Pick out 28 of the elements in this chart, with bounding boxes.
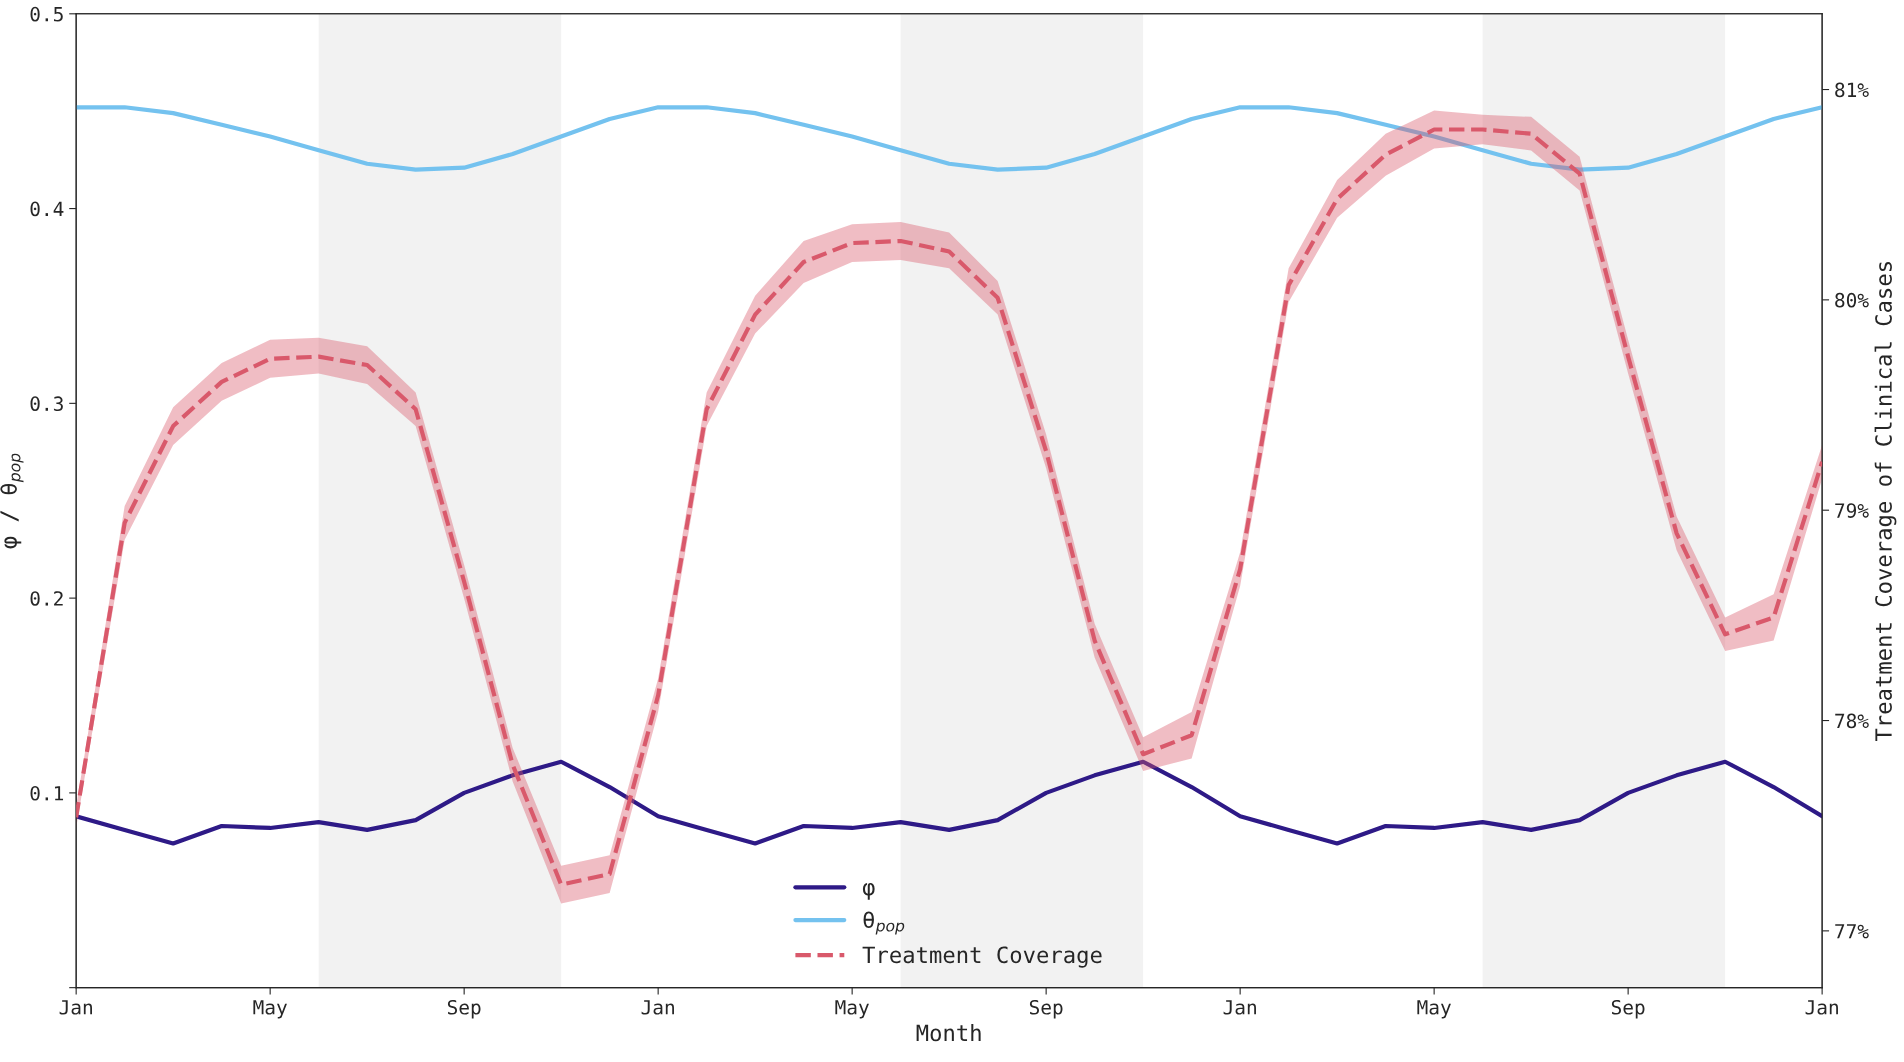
x-axis-title: Month [916,1024,981,1042]
x-tick-label: Sep [1611,999,1645,1019]
y2-tick-label: 80% [1835,292,1869,308]
line-series [76,105,1823,172]
y-tick-label: 0.2 [30,591,63,606]
legend-label: φ [862,882,875,900]
line-series [76,759,1823,846]
legend-label: θ$_{pop}$ [863,911,905,935]
x-tick-label: May [253,1000,287,1019]
x-tick-label: Sep [447,999,481,1019]
x-tick-label: May [835,1000,869,1019]
x-tick-label: May [1417,1000,1451,1019]
x-tick-label: Jan [1223,1000,1256,1015]
y2-tick-label: 77% [1835,924,1869,939]
y2-tick-label: 78% [1835,713,1869,729]
y2-tick-label: 81% [1835,82,1869,98]
x-tick-label: Jan [1805,1000,1838,1015]
x-tick-label: Jan [59,1000,92,1015]
y-axis-title: φ / θ$_{pop}$ [0,453,24,549]
y-tick-label: 0.5 [30,6,63,22]
y2-axis-title: Treatment Coverage of Clinical Cases [1874,262,1897,742]
y2-tick-label: 79% [1835,503,1869,518]
legend-label: Treatment Coverage [862,946,1102,968]
y-tick-label: 0.1 [30,785,64,801]
x-tick-label: Sep [1029,999,1063,1019]
x-tick-label: Jan [641,1000,674,1015]
y-tick-label: 0.3 [30,396,63,412]
y-tick-label: 0.4 [30,201,64,217]
